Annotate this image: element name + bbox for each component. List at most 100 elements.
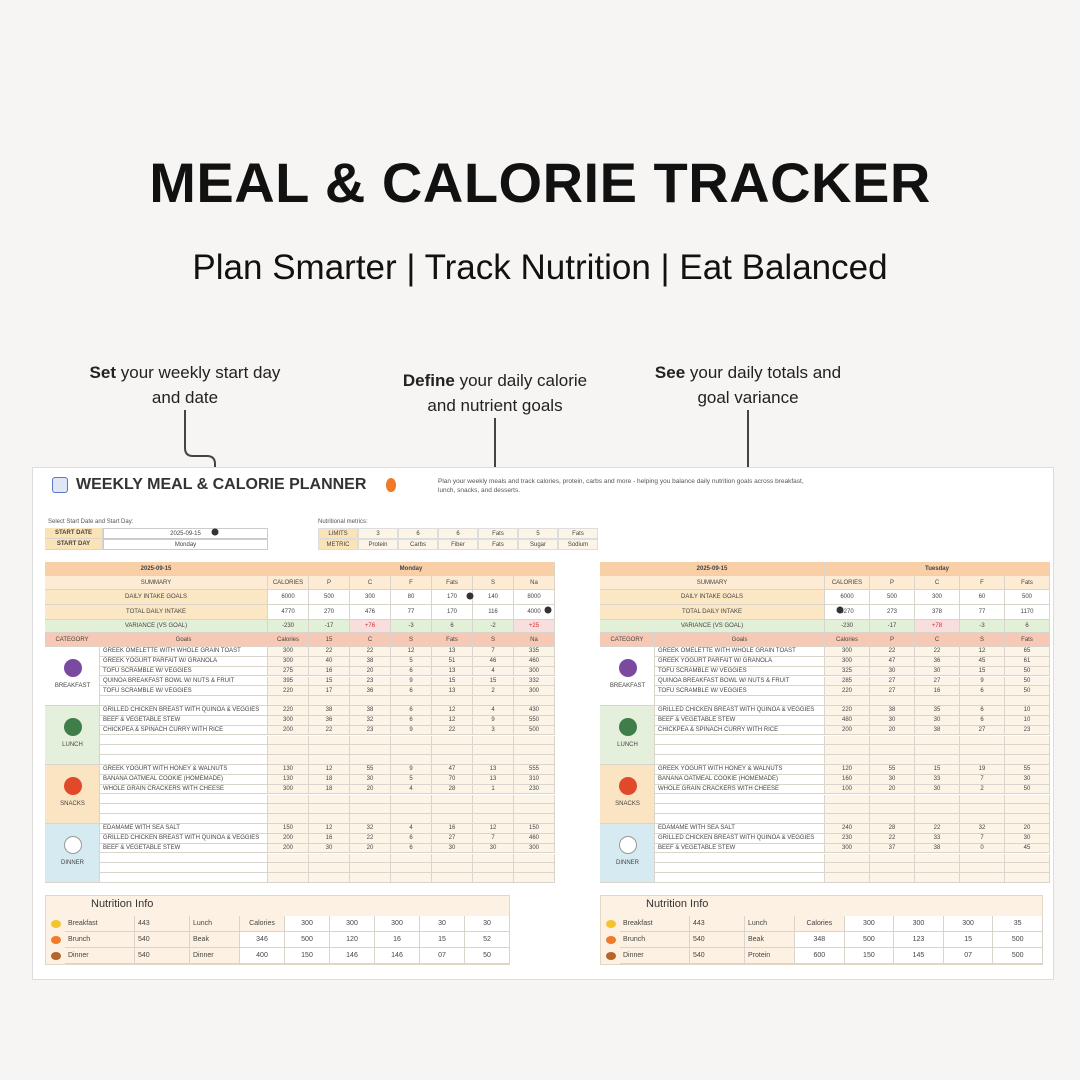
- nutrition-cell: Dinner: [65, 948, 135, 964]
- meal-value: 65: [1005, 647, 1050, 657]
- metric-cell: METRIC: [318, 539, 358, 550]
- meal-value: [473, 863, 514, 874]
- section-icon: [618, 777, 637, 795]
- summary-value: 300: [350, 590, 391, 605]
- summary-value: 6: [432, 620, 473, 633]
- section-name: LUNCH: [617, 742, 638, 748]
- meal-value: 55: [350, 765, 391, 775]
- meal-name: EDAMAME WITH SEA SALT: [100, 824, 268, 834]
- meal-value: [960, 755, 1005, 765]
- meal-value: 9: [960, 676, 1005, 687]
- summary-label: VARIANCE (vs GOAL): [600, 620, 825, 633]
- section-name: BREAKFAST: [609, 683, 646, 689]
- meal-value: 555: [514, 765, 555, 775]
- meal-value: 4: [473, 706, 514, 716]
- meal-name: BEEF & VEGETABLE STEW: [655, 843, 825, 854]
- meal-name: [100, 814, 268, 824]
- meal-value: 13: [432, 686, 473, 697]
- meal-value: 37: [870, 843, 915, 854]
- meal-value: 30: [915, 715, 960, 726]
- nutrition-icon: [51, 936, 61, 944]
- summary-header: Na: [514, 576, 555, 590]
- meal-value: 300: [268, 784, 309, 795]
- meal-value: [915, 863, 960, 874]
- meal-name: GREEK YOGURT PARFAIT W/ GRANOLA: [655, 656, 825, 667]
- meal-value: [870, 814, 915, 824]
- meal-value: [309, 794, 350, 805]
- sheet-title: WEEKLY MEAL & CALORIE PLANNER: [76, 476, 367, 493]
- meal-value: [1005, 853, 1050, 864]
- nutrition-cell: 500: [285, 932, 330, 948]
- meal-value: 19: [960, 765, 1005, 775]
- meal-value: [473, 804, 514, 815]
- meal-name: [100, 696, 268, 706]
- meal-value: [514, 863, 555, 874]
- meal-value: 23: [350, 725, 391, 736]
- meal-header: 15: [309, 633, 350, 647]
- meal-value: 38: [350, 706, 391, 716]
- section-icon: [618, 836, 637, 854]
- meal-value: 4: [391, 784, 432, 795]
- meal-value: 30: [915, 666, 960, 677]
- summary-value: 4770: [268, 605, 309, 620]
- meal-value: [915, 873, 960, 883]
- meal-value: [915, 755, 960, 765]
- meal-name: QUINOA BREAKFAST BOWL W/ NUTS & FRUIT: [655, 676, 825, 687]
- nutrition-cell: 123: [894, 932, 944, 948]
- section-icon: [618, 718, 637, 736]
- section-name: BREAKFAST: [54, 683, 91, 689]
- meal-value: [870, 794, 915, 805]
- meal-value: [825, 873, 870, 883]
- meal-value: [391, 794, 432, 805]
- meal-value: 28: [432, 784, 473, 795]
- meal-value: 22: [350, 833, 391, 844]
- meal-value: [350, 853, 391, 864]
- day-name: Monday: [268, 562, 555, 576]
- meal-value: 17: [309, 686, 350, 697]
- nutrition-cell: 348: [795, 932, 845, 948]
- meal-value: [1005, 735, 1050, 746]
- meal-value: [1005, 696, 1050, 706]
- meal-value: 38: [915, 725, 960, 736]
- meal-value: [350, 814, 391, 824]
- section-icon: [63, 718, 82, 736]
- section-icon: [63, 777, 82, 795]
- callout-text: your weekly start day and date: [120, 363, 281, 407]
- meal-name: GREEK OMELETTE WITH WHOLE GRAIN TOAST: [655, 647, 825, 657]
- meal-value: [514, 755, 555, 765]
- meal-value: 9: [391, 765, 432, 775]
- nutrition-cell: 07: [943, 948, 994, 964]
- section-name: LUNCH: [62, 742, 83, 748]
- meal-value: 20: [870, 784, 915, 795]
- meal-name: GREEK YOGURT PARFAIT W/ GRANOLA: [100, 656, 268, 667]
- summary-value: 300: [915, 590, 960, 605]
- meal-value: 7: [473, 647, 514, 657]
- meal-value: [870, 863, 915, 874]
- meal-value: 27: [915, 676, 960, 687]
- meal-name: BANANA OATMEAL COOKIE (HOMEMADE): [655, 774, 825, 785]
- meal-value: 300: [514, 843, 555, 854]
- nutrition-cell: 30: [420, 916, 465, 932]
- meal-value: [268, 814, 309, 824]
- meal-name: [655, 735, 825, 746]
- meal-header: P: [870, 633, 915, 647]
- meal-value: 35: [915, 706, 960, 716]
- meal-value: 275: [268, 666, 309, 677]
- meal-value: [350, 735, 391, 746]
- meal-value: [432, 735, 473, 746]
- summary-header: P: [309, 576, 350, 590]
- summary-value: -3: [391, 620, 432, 633]
- callout-bold: See: [654, 363, 686, 382]
- nutrition-cell: Dinner: [190, 948, 240, 964]
- summary-value: 116: [473, 605, 514, 620]
- meal-name: [100, 755, 268, 765]
- meal-name: [100, 804, 268, 815]
- meal-value: 51: [432, 656, 473, 667]
- meal-name: [655, 873, 825, 883]
- meal-value: [960, 863, 1005, 874]
- sheet-description: Plan your weekly meals and track calorie…: [438, 478, 804, 494]
- meal-value: [432, 853, 473, 864]
- summary-header: Fats: [432, 576, 473, 590]
- section-icon: [618, 659, 637, 677]
- meal-value: [268, 873, 309, 883]
